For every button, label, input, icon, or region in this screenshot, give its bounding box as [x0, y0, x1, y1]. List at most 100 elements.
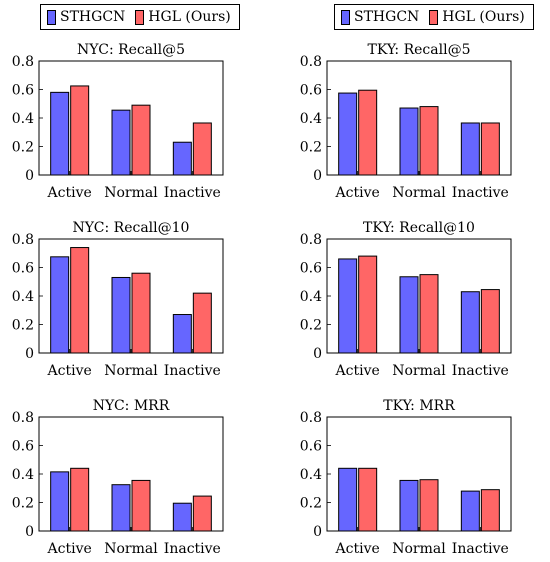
- bar-hgl-active: [70, 247, 90, 354]
- x-tick-label: Normal: [392, 363, 446, 379]
- legend-swatch-sthgcn: [341, 9, 350, 25]
- y-tick-label: 0.6: [300, 83, 322, 99]
- y-tick-label: 0.6: [12, 439, 34, 455]
- x-tick-label: Active: [335, 541, 380, 557]
- y-tick-label: 0.4: [300, 467, 322, 483]
- bar-sthgcn-normal: [399, 276, 419, 354]
- y-tick-label: 0.8: [12, 410, 34, 426]
- y-tick-label: 0: [25, 346, 34, 362]
- bar-sthgcn-active: [338, 467, 358, 532]
- y-tick-label: 0.4: [12, 111, 34, 127]
- chart-nyc-recall10: NYC: Recall@10 0 0.2 0.4 0.6 0.8 Active Normal I…: [12, 220, 224, 379]
- chart-nyc-recall5: NYC: Recall@5 0 0.2 0.4 0.6 0.8 Active Normal In…: [12, 42, 224, 201]
- x-tick-label: Inactive: [164, 185, 221, 201]
- x-tick-label: Inactive: [164, 363, 221, 379]
- bar-hgl-active: [358, 255, 378, 354]
- y-tick-label: 0.6: [12, 261, 34, 277]
- legend-label-sthgcn: STHGCN: [60, 9, 126, 25]
- y-tick-label: 0.4: [12, 289, 34, 305]
- bar-sthgcn-normal: [399, 107, 419, 176]
- y-tick-label: 0.4: [12, 467, 34, 483]
- chart-tky-mrr: TKY: MRR 0 0.2 0.4 0.6 0.8 Active Normal Inactiv…: [300, 398, 512, 557]
- legend-label-hgl: HGL (Ours): [442, 9, 525, 25]
- y-tick-label: 0.8: [12, 54, 34, 70]
- bar-sthgcn-normal: [111, 109, 131, 176]
- x-tick-label: Normal: [392, 541, 446, 557]
- x-tick-label: Active: [47, 541, 92, 557]
- x-tick-label: Active: [335, 363, 380, 379]
- chart-title: NYC: Recall@5: [77, 42, 185, 58]
- x-tick-label: Active: [47, 185, 92, 201]
- x-tick-label: Inactive: [164, 541, 221, 557]
- bar-sthgcn-active: [50, 256, 70, 354]
- bar-sthgcn-active: [50, 91, 70, 176]
- axis-frame: [38, 416, 224, 532]
- legend-swatch-sthgcn: [47, 9, 56, 25]
- bar-sthgcn-active: [338, 92, 358, 176]
- axis-frame: [326, 60, 512, 176]
- chart-nyc-mrr: NYC: MRR 0 0.2 0.4 0.6 0.8 Active Normal Inactiv…: [12, 398, 224, 557]
- bar-hgl-inactive: [192, 122, 212, 176]
- bar-sthgcn-inactive: [460, 122, 480, 176]
- legend-entry-sthgcn: STHGCN: [47, 9, 125, 25]
- legend-left: STHGCN HGL (Ours): [40, 4, 240, 30]
- bar-hgl-inactive: [480, 122, 500, 176]
- axis-frame: [38, 60, 224, 176]
- x-tick-label: Inactive: [452, 541, 509, 557]
- y-tick-label: 0.6: [12, 83, 34, 99]
- bar-hgl-normal: [131, 479, 151, 532]
- y-tick-label: 0.2: [300, 318, 322, 334]
- bar-hgl-active: [70, 85, 90, 176]
- x-tick-label: Inactive: [452, 185, 509, 201]
- y-tick-label: 0.6: [300, 439, 322, 455]
- y-tick-label: 0.2: [12, 496, 34, 512]
- legend-entry-hgl: HGL (Ours): [429, 9, 525, 25]
- bar-hgl-active: [358, 467, 378, 532]
- bar-hgl-inactive: [480, 289, 500, 354]
- x-tick-label: Normal: [104, 541, 158, 557]
- chart-title: NYC: MRR: [93, 398, 170, 414]
- x-tick-label: Active: [47, 363, 92, 379]
- legend-entry-hgl: HGL (Ours): [135, 9, 231, 25]
- bar-sthgcn-normal: [399, 479, 419, 532]
- axis-frame: [326, 238, 512, 354]
- y-tick-label: 0.8: [12, 232, 34, 248]
- axis-frame: [38, 238, 224, 354]
- bar-hgl-normal: [419, 106, 439, 176]
- bar-sthgcn-inactive: [460, 490, 480, 532]
- bar-hgl-inactive: [480, 489, 500, 532]
- legend-label-hgl: HGL (Ours): [148, 9, 231, 25]
- axis-frame: [326, 416, 512, 532]
- x-tick-label: Normal: [104, 363, 158, 379]
- bar-sthgcn-inactive: [172, 314, 192, 354]
- y-tick-label: 0: [313, 524, 322, 540]
- y-tick-label: 0.8: [300, 232, 322, 248]
- y-tick-label: 0: [313, 168, 322, 184]
- y-tick-label: 0.6: [300, 261, 322, 277]
- chart-title: TKY: MRR: [383, 398, 455, 414]
- y-tick-label: 0.2: [300, 140, 322, 156]
- chart-tky-recall10: TKY: Recall@10 0 0.2 0.4 0.6 0.8 Active Normal I…: [300, 220, 512, 379]
- y-tick-label: 0.8: [300, 410, 322, 426]
- legend-label-sthgcn: STHGCN: [354, 9, 420, 25]
- y-tick-label: 0.4: [300, 111, 322, 127]
- bar-sthgcn-inactive: [460, 291, 480, 354]
- x-tick-label: Normal: [392, 185, 446, 201]
- chart-title: NYC: Recall@10: [73, 220, 190, 236]
- legend-swatch-hgl: [429, 9, 439, 25]
- chart-title: TKY: Recall@10: [363, 220, 475, 236]
- bar-hgl-normal: [131, 272, 151, 354]
- legend-swatch-hgl: [135, 9, 145, 25]
- bar-sthgcn-active: [50, 471, 70, 532]
- bar-hgl-active: [70, 467, 90, 532]
- bar-hgl-normal: [419, 274, 439, 354]
- chart-tky-recall5: TKY: Recall@5 0 0.2 0.4 0.6 0.8 Active Normal In…: [300, 42, 512, 201]
- y-tick-label: 0: [25, 524, 34, 540]
- bar-sthgcn-normal: [111, 484, 131, 532]
- bar-sthgcn-normal: [111, 276, 131, 354]
- y-tick-label: 0.2: [12, 140, 34, 156]
- y-tick-label: 0.4: [300, 289, 322, 305]
- legend-entry-sthgcn: STHGCN: [341, 9, 419, 25]
